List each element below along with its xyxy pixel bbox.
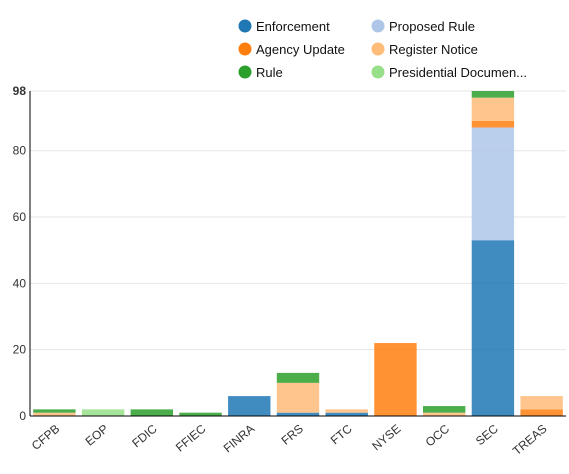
x-tick-label-sec: SEC — [473, 421, 501, 448]
bar-cfpb-rule — [33, 409, 76, 413]
y-tick-label-0: 0 — [19, 409, 26, 423]
x-tick-label-occ: OCC — [423, 421, 453, 449]
bar-eop-presidential-documen — [81, 409, 125, 416]
bar-treas-register-notice — [520, 396, 563, 410]
bar-sec-rule — [471, 91, 515, 98]
legend-label-rule: Rule — [256, 65, 283, 80]
y-axis-ticks: 0 20 40 60 80 98 — [13, 84, 27, 423]
y-tick-label-60: 60 — [13, 210, 27, 224]
y-tick-label-40: 40 — [13, 276, 27, 290]
bar-treas-agency-update — [520, 409, 563, 416]
legend-swatch-presidential-documen — [371, 65, 385, 79]
x-tick-label-ffiec: FFIEC — [173, 421, 209, 454]
bar-frs-rule — [276, 372, 320, 383]
legend-swatch-register-notice — [371, 42, 385, 56]
axes — [29, 91, 566, 417]
legend-label-proposed-rule: Proposed Rule — [389, 19, 475, 34]
x-tick-label-cfpb: CFPB — [29, 422, 63, 453]
x-tick-label-nyse: NYSE — [369, 422, 403, 454]
y-tick-label-max: 98 — [13, 84, 27, 98]
x-tick-label-eop: EOP — [83, 422, 111, 449]
legend-swatch-enforcement — [238, 19, 252, 33]
x-tick-label-treas: TREAS — [510, 422, 550, 458]
legend-swatch-agency-update — [238, 42, 252, 56]
bar-sec-register-notice — [471, 97, 515, 121]
bar-sec-enforcement — [471, 240, 515, 416]
bar-occ-register-notice — [422, 412, 466, 416]
bar-fdic-rule — [130, 409, 174, 416]
y-tick-label-20: 20 — [13, 343, 27, 357]
legend-swatch-rule — [238, 65, 252, 79]
bar-occ-rule — [422, 406, 466, 413]
y-tick-label-80: 80 — [13, 144, 27, 158]
legend-label-enforcement: Enforcement — [256, 19, 330, 34]
bars — [33, 91, 563, 416]
x-tick-label-fdic: FDIC — [129, 421, 160, 450]
bar-ffiec-rule — [179, 412, 222, 416]
bar-ftc-register-notice — [325, 409, 368, 413]
x-tick-label-frs: FRS — [279, 422, 306, 448]
legend-swatch-proposed-rule — [371, 19, 385, 33]
bar-ftc-enforcement — [325, 412, 368, 416]
x-axis-ticks: CFPB EOP FDIC FFIEC FINRA FRS FTC NYSE OCC SEC TRE… — [29, 421, 550, 458]
bar-sec-proposed-rule — [471, 127, 515, 241]
bar-nyse-agency-update — [374, 343, 417, 416]
bar-cfpb-register-notice — [33, 412, 76, 416]
bar-sec-agency-update — [471, 120, 515, 128]
legend-label-agency-update: Agency Update — [256, 42, 345, 57]
bar-frs-enforcement — [276, 412, 320, 416]
bar-frs-register-notice — [276, 382, 320, 413]
legend: Enforcement Proposed Rule Agency Update Reg… — [238, 19, 527, 80]
legend-label-presidential-documen: Presidential Documen... — [389, 65, 527, 80]
x-tick-label-ftc: FTC — [328, 421, 355, 447]
x-tick-label-finra: FINRA — [221, 422, 258, 456]
legend-label-register-notice: Register Notice — [389, 42, 478, 57]
bar-finra-enforcement — [228, 396, 271, 416]
